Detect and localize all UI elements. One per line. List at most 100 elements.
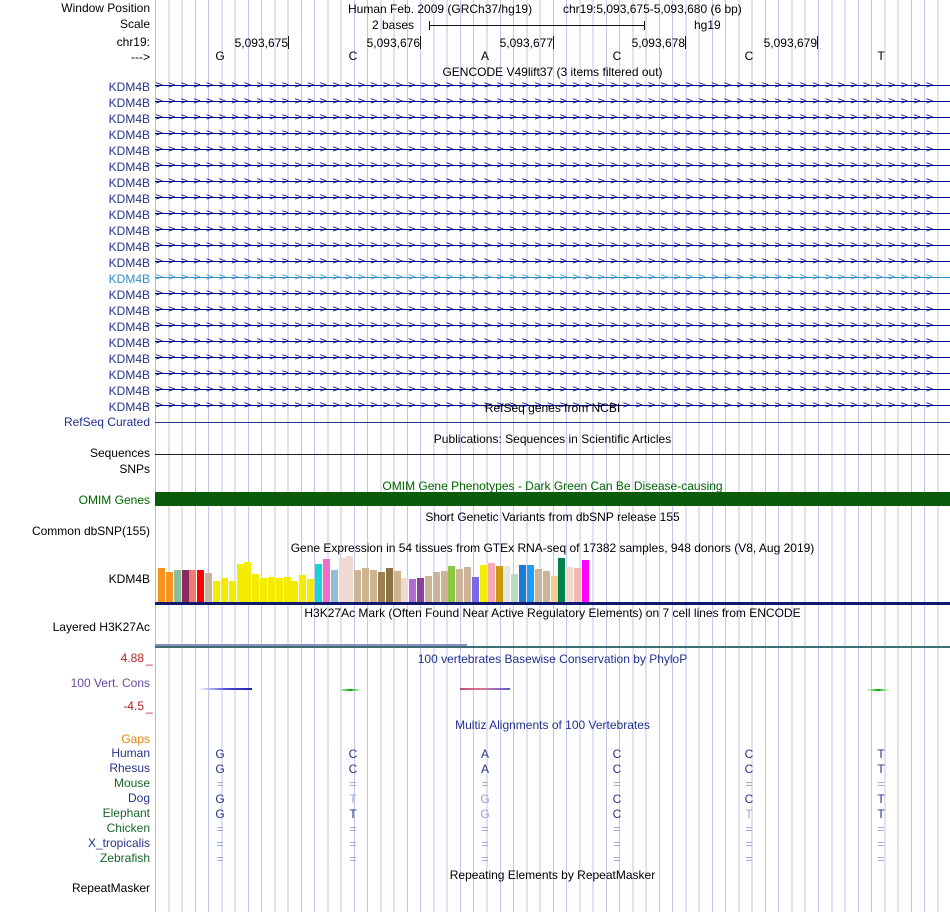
gtex-tissue-bar[interactable] [526,565,534,602]
gtex-tissue-bar[interactable] [205,573,213,602]
gencode-transcript-row[interactable]: >>>>>>>>>>>>>>>>>>>>>>>>>>>>>>>>>>>>>>>>… [155,144,950,155]
multiz-species-label[interactable]: Rhesus [109,761,150,775]
gtex-tissue-bar[interactable] [338,558,346,602]
gtex-tissue-bar[interactable] [315,564,322,602]
gtex-tissue-bar[interactable] [511,574,519,602]
multiz-species-label[interactable]: Chicken [106,821,150,835]
common-dbsnp-label[interactable]: Common dbSNP(155) [31,524,150,538]
gtex-tissue-bar[interactable] [550,576,558,602]
gencode-transcript-row[interactable]: >>>>>>>>>>>>>>>>>>>>>>>>>>>>>>>>>>>>>>>>… [155,304,950,315]
gtex-tissue-bar[interactable] [307,579,315,602]
gtex-tissue-bar[interactable] [244,562,252,602]
multiz-species-label[interactable]: Elephant [102,806,150,820]
gtex-tissue-bar[interactable] [566,567,574,602]
gencode-transcript-row[interactable]: >>>>>>>>>>>>>>>>>>>>>>>>>>>>>>>>>>>>>>>>… [155,192,950,203]
publications-snps-label[interactable]: SNPs [119,462,150,476]
gencode-gene-label[interactable]: KDM4B [108,192,150,206]
gencode-gene-label[interactable]: KDM4B [108,224,150,238]
multiz-species-label[interactable]: Zebrafish [99,851,150,865]
gencode-gene-label[interactable]: KDM4B [108,336,150,350]
gtex-tissue-bar[interactable] [456,569,464,602]
multiz-species-label[interactable]: Mouse [113,776,150,790]
gencode-transcript-row[interactable]: >>>>>>>>>>>>>>>>>>>>>>>>>>>>>>>>>>>>>>>>… [155,368,950,379]
omim-genes-label[interactable]: OMIM Genes [78,493,150,507]
refseq-curated-label[interactable]: RefSeq Curated [63,415,150,429]
gtex-tissue-bar[interactable] [472,577,479,602]
layered-h3k27ac-label[interactable]: Layered H3K27Ac [52,620,150,634]
gtex-tissue-bar[interactable] [534,569,542,602]
gtex-tissue-bar[interactable] [385,568,393,602]
gencode-gene-label[interactable]: KDM4B [108,320,150,334]
gtex-tissue-bar[interactable] [495,566,503,602]
gtex-tissue-bar[interactable] [220,578,228,602]
gtex-tissue-bar[interactable] [362,568,370,602]
conservation-peak-2[interactable] [338,689,362,691]
gencode-gene-label[interactable]: KDM4B [108,112,150,126]
multiz-species-label[interactable]: X_tropicalis [87,836,150,850]
gtex-tissue-bar[interactable] [542,571,550,602]
gencode-transcript-row[interactable]: >>>>>>>>>>>>>>>>>>>>>>>>>>>>>>>>>>>>>>>>… [155,128,950,139]
gtex-tissue-bar[interactable] [228,581,236,602]
gtex-tissue-bar[interactable] [197,570,205,602]
multiz-species-label[interactable]: Dog [127,791,150,805]
publications-sequences-label[interactable]: Sequences [89,446,150,460]
gaps-label[interactable]: Gaps [121,732,150,746]
multiz-species-label[interactable]: Human [111,746,150,760]
repeatmasker-label[interactable]: RepeatMasker [71,881,150,895]
gencode-gene-label[interactable]: KDM4B [108,160,150,174]
gencode-transcript-row[interactable]: >>>>>>>>>>>>>>>>>>>>>>>>>>>>>>>>>>>>>>>>… [155,336,950,347]
gtex-tissue-bar[interactable] [401,578,409,602]
gencode-gene-label[interactable]: KDM4B [108,288,150,302]
gtex-tissue-bar[interactable] [432,572,440,602]
gtex-tissue-bar[interactable] [173,570,181,602]
gencode-transcript-row[interactable]: >>>>>>>>>>>>>>>>>>>>>>>>>>>>>>>>>>>>>>>>… [155,400,950,411]
publications-feature-line[interactable] [155,454,950,455]
gtex-tissue-bar[interactable] [417,578,425,602]
conservation-peak-1[interactable] [198,688,252,690]
gencode-gene-label[interactable]: KDM4B [108,240,150,254]
gencode-gene-label[interactable]: KDM4B [108,400,150,414]
gencode-gene-label[interactable]: KDM4B [108,128,150,142]
gtex-tissue-bar[interactable] [181,570,189,602]
gencode-transcript-row[interactable]: >>>>>>>>>>>>>>>>>>>>>>>>>>>>>>>>>>>>>>>>… [155,176,950,187]
gtex-tissue-bar[interactable] [424,576,432,602]
gtex-tissue-bar[interactable] [440,571,448,602]
gencode-transcript-row[interactable]: >>>>>>>>>>>>>>>>>>>>>>>>>>>>>>>>>>>>>>>>… [155,272,950,283]
gtex-tissue-bar[interactable] [158,568,165,602]
gencode-gene-label[interactable]: KDM4B [108,384,150,398]
gencode-transcript-row[interactable]: >>>>>>>>>>>>>>>>>>>>>>>>>>>>>>>>>>>>>>>>… [155,96,950,107]
gencode-gene-label[interactable]: KDM4B [108,208,150,222]
gtex-tissue-bar[interactable] [212,581,220,602]
gencode-transcript-row[interactable]: >>>>>>>>>>>>>>>>>>>>>>>>>>>>>>>>>>>>>>>>… [155,160,950,171]
gencode-transcript-row[interactable]: >>>>>>>>>>>>>>>>>>>>>>>>>>>>>>>>>>>>>>>>… [155,320,950,331]
gtex-tissue-bar[interactable] [165,572,173,602]
gtex-tissue-bar[interactable] [260,578,268,602]
gtex-tissue-bar[interactable] [322,559,330,602]
gencode-transcript-row[interactable]: >>>>>>>>>>>>>>>>>>>>>>>>>>>>>>>>>>>>>>>>… [155,288,950,299]
gtex-highlight-bar[interactable] [581,560,589,602]
gtex-tissue-bar[interactable] [267,577,275,602]
gencode-transcript-row[interactable]: >>>>>>>>>>>>>>>>>>>>>>>>>>>>>>>>>>>>>>>>… [155,256,950,267]
gencode-gene-label[interactable]: KDM4B [108,368,150,382]
gencode-gene-label[interactable]: KDM4B [108,80,150,94]
gencode-transcript-row[interactable]: >>>>>>>>>>>>>>>>>>>>>>>>>>>>>>>>>>>>>>>>… [155,352,950,363]
gtex-tissue-bar[interactable] [448,566,456,602]
gtex-tissue-bar[interactable] [369,570,377,602]
gtex-tissue-bar[interactable] [354,570,362,602]
gtex-tissue-bar[interactable] [574,568,582,602]
gencode-gene-label[interactable]: KDM4B [108,352,150,366]
gencode-transcript-row[interactable]: >>>>>>>>>>>>>>>>>>>>>>>>>>>>>>>>>>>>>>>>… [155,240,950,251]
gtex-tissue-bar[interactable] [346,556,354,602]
gtex-tissue-bar[interactable] [299,575,307,602]
gtex-tissue-bar[interactable] [236,564,244,602]
conservation-label[interactable]: 100 Vert. Cons [70,676,150,690]
gencode-transcript-row[interactable]: >>>>>>>>>>>>>>>>>>>>>>>>>>>>>>>>>>>>>>>>… [155,80,950,91]
omim-gene-bar[interactable] [155,492,950,506]
gencode-gene-label[interactable]: KDM4B [108,256,150,270]
gencode-gene-label[interactable]: KDM4B [108,304,150,318]
gencode-gene-label[interactable]: KDM4B [108,144,150,158]
gencode-transcript-row[interactable]: >>>>>>>>>>>>>>>>>>>>>>>>>>>>>>>>>>>>>>>>… [155,224,950,235]
gtex-tissue-bar[interactable] [464,567,472,602]
gtex-tissue-bar[interactable] [393,571,401,602]
